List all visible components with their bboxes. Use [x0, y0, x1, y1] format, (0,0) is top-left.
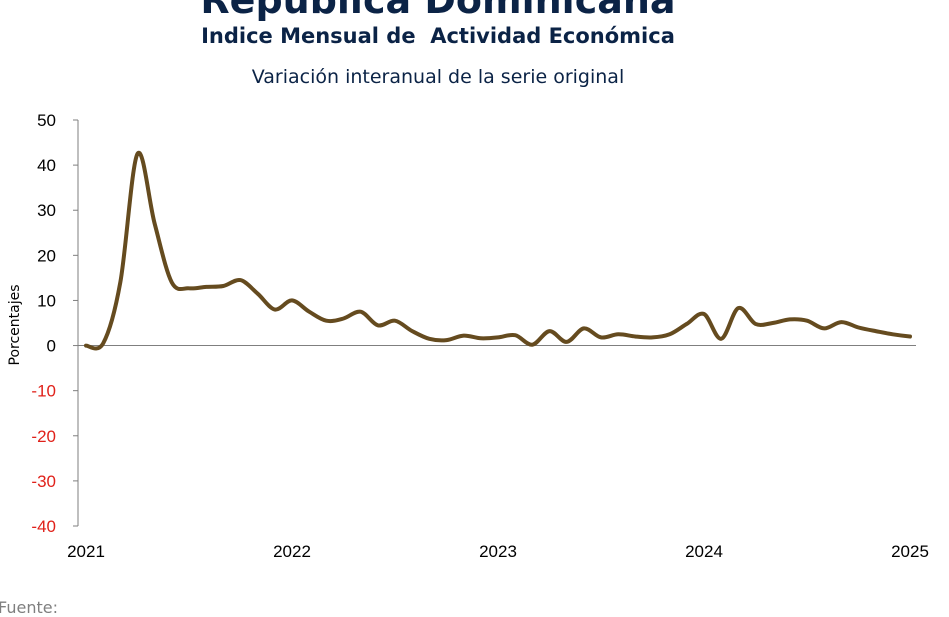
x-tick-label: 2024 [685, 542, 723, 561]
x-tick-label: 2021 [67, 542, 105, 561]
y-tick-label: 30 [37, 201, 56, 220]
y-tick-label: 10 [37, 291, 56, 310]
source-note: Fuente: [0, 598, 58, 617]
y-tick-label: -30 [31, 472, 56, 491]
y-tick-label: 20 [37, 246, 56, 265]
y-tick-label: -10 [31, 382, 56, 401]
series-line-0 [84, 150, 912, 351]
y-axis-label: Porcentajes [7, 284, 23, 365]
y-axis: 50 40 30 20 10 0 -10 -20 -30 -40 [31, 111, 79, 536]
chart-main-title: República Dominicana [200, 0, 676, 22]
y-tick-label: 0 [47, 337, 56, 356]
series-group [84, 150, 912, 351]
y-tick-label: -20 [31, 427, 56, 446]
y-tick-label: 50 [37, 111, 56, 130]
x-tick-label: 2022 [273, 542, 311, 561]
chart-subtitle: Indice Mensual de Actividad Económica [201, 24, 675, 48]
chart-description: Variación interanual de la serie origina… [251, 66, 625, 88]
x-tick-label: 2025 [891, 542, 929, 561]
x-axis: 2021 2022 2023 2024 2025 [67, 345, 929, 561]
x-tick-label: 2023 [479, 542, 517, 561]
y-tick-label: 40 [37, 156, 56, 175]
y-tick-label: -40 [31, 517, 56, 536]
